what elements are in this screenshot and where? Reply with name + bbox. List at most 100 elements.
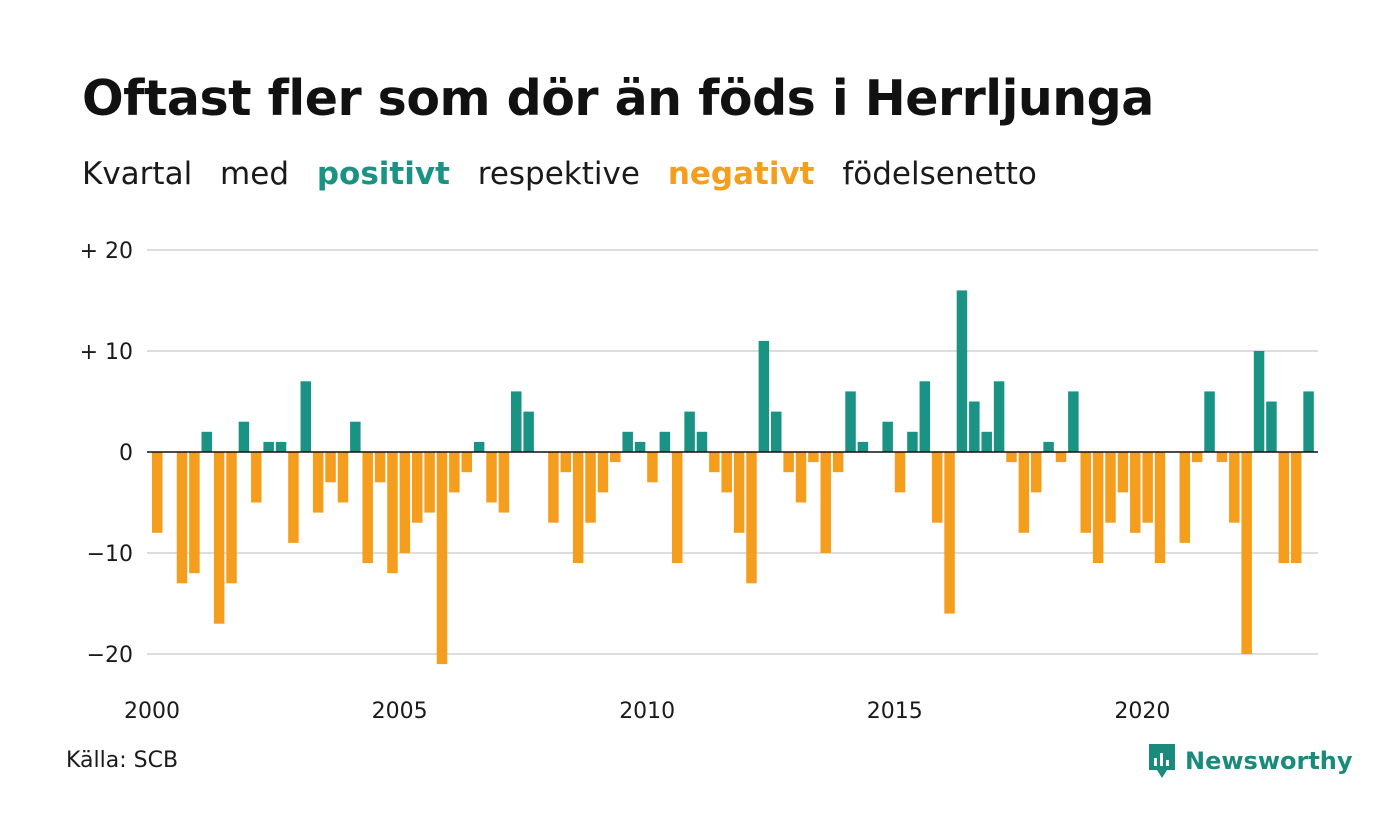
bar-negative	[1055, 452, 1067, 463]
bar-negative	[709, 452, 720, 473]
bar-positive	[659, 431, 671, 452]
bar-negative	[1191, 452, 1203, 463]
bar-negative	[436, 452, 448, 665]
bar-negative	[486, 452, 497, 503]
bar-negative	[288, 452, 299, 543]
chart-title: Oftast fler som dör än föds i Herrljunga	[82, 70, 1154, 127]
bar-positive	[300, 381, 312, 452]
y-tick-label: + 10	[80, 340, 133, 365]
bar-positive	[857, 441, 869, 452]
bar-positive	[275, 441, 287, 452]
bar-negative	[647, 452, 658, 483]
grid-layer	[147, 249, 1318, 655]
bar-negative	[176, 452, 188, 584]
bar-positive	[1068, 391, 1079, 452]
source-label: Källa: SCB	[66, 748, 179, 773]
bar-negative	[226, 452, 237, 584]
bar-negative	[461, 452, 472, 473]
bar-negative	[449, 452, 460, 493]
x-tick-label: 2015	[867, 699, 923, 724]
bar-positive	[1253, 351, 1265, 452]
x-tick-label: 2010	[619, 699, 675, 724]
bar-positive	[238, 421, 250, 452]
bar-positive	[845, 391, 856, 452]
bar-positive	[511, 391, 522, 452]
bar-negative	[795, 452, 807, 503]
bar-negative	[424, 452, 435, 513]
bar-negative	[808, 452, 819, 463]
bar-negative	[387, 452, 398, 574]
subtitle-text-1: Kvartal	[82, 156, 193, 192]
bar-positive	[473, 441, 485, 452]
bar-negative	[213, 452, 225, 624]
bar-positive	[350, 421, 361, 452]
bar-negative	[931, 452, 943, 523]
bar-negative	[721, 452, 732, 493]
bar-negative	[548, 452, 559, 523]
bar-negative	[189, 452, 200, 574]
bar-negative	[1105, 452, 1116, 523]
x-tick-label: 2005	[372, 699, 428, 724]
bar-negative	[733, 452, 745, 533]
bar-negative	[1092, 452, 1104, 564]
bar-negative	[832, 452, 844, 473]
bar-positive	[956, 290, 968, 452]
bar-negative	[1154, 452, 1166, 564]
bar-positive	[1043, 441, 1054, 452]
bar-negative	[1229, 452, 1240, 523]
subtitle-text-3: respektive	[477, 156, 640, 192]
bar-positive	[882, 421, 893, 452]
bar-positive	[622, 431, 633, 452]
bar-negative	[572, 452, 584, 564]
bar-negative	[337, 452, 349, 503]
bar-positive	[981, 431, 992, 452]
bar-positive	[634, 441, 646, 452]
y-tick-label: 0	[119, 441, 133, 466]
bar-negative	[1290, 452, 1302, 564]
bar-negative	[362, 452, 373, 564]
bar-negative	[1179, 452, 1191, 543]
bar-positive	[523, 411, 534, 452]
bar-negative	[1130, 452, 1141, 533]
bar-negative	[1006, 452, 1017, 463]
bar-negative	[1216, 452, 1228, 463]
bar-negative	[671, 452, 683, 564]
bar-positive	[907, 431, 918, 452]
bar-negative	[1142, 452, 1153, 523]
bar-positive	[969, 401, 980, 452]
bar-negative	[597, 452, 609, 493]
y-tick-label: −10	[87, 542, 133, 567]
bar-positive	[201, 431, 213, 452]
y-tick-label: −20	[87, 643, 133, 668]
bar-positive	[684, 411, 695, 452]
bar-positive	[263, 441, 274, 452]
bar-positive	[1303, 391, 1314, 452]
bar-negative	[374, 452, 386, 483]
bar-negative	[1030, 452, 1042, 493]
bar-negative	[585, 452, 596, 523]
subtitle-text-2: med	[220, 156, 289, 192]
bar-negative	[1080, 452, 1091, 533]
axis-layer: + 20 + 10 0 −10 −20 2000 2005 2010 2015 2020	[80, 239, 1318, 724]
bar-negative	[1117, 452, 1129, 493]
bar-negative	[820, 452, 832, 553]
x-tick-label: 2000	[124, 699, 180, 724]
subtitle-text-4: födelsenetto	[842, 156, 1037, 192]
bar-positive	[993, 381, 1005, 452]
bar-negative	[783, 452, 794, 473]
bar-positive	[1204, 391, 1215, 452]
bar-negative	[411, 452, 423, 523]
bar-positive	[771, 411, 782, 452]
x-tick-label: 2020	[1114, 699, 1170, 724]
bar-negative	[746, 452, 757, 584]
bar-negative	[498, 452, 510, 513]
brand-name: Newsworthy	[1185, 747, 1353, 775]
bar-negative	[312, 452, 324, 513]
bar-negative	[325, 452, 336, 483]
bar-negative	[251, 452, 262, 503]
bar-negative	[560, 452, 572, 473]
bar-negative	[1241, 452, 1252, 654]
subtitle-negative-label: negativt	[667, 156, 815, 192]
subtitle-positive-label: positivt	[316, 156, 450, 192]
